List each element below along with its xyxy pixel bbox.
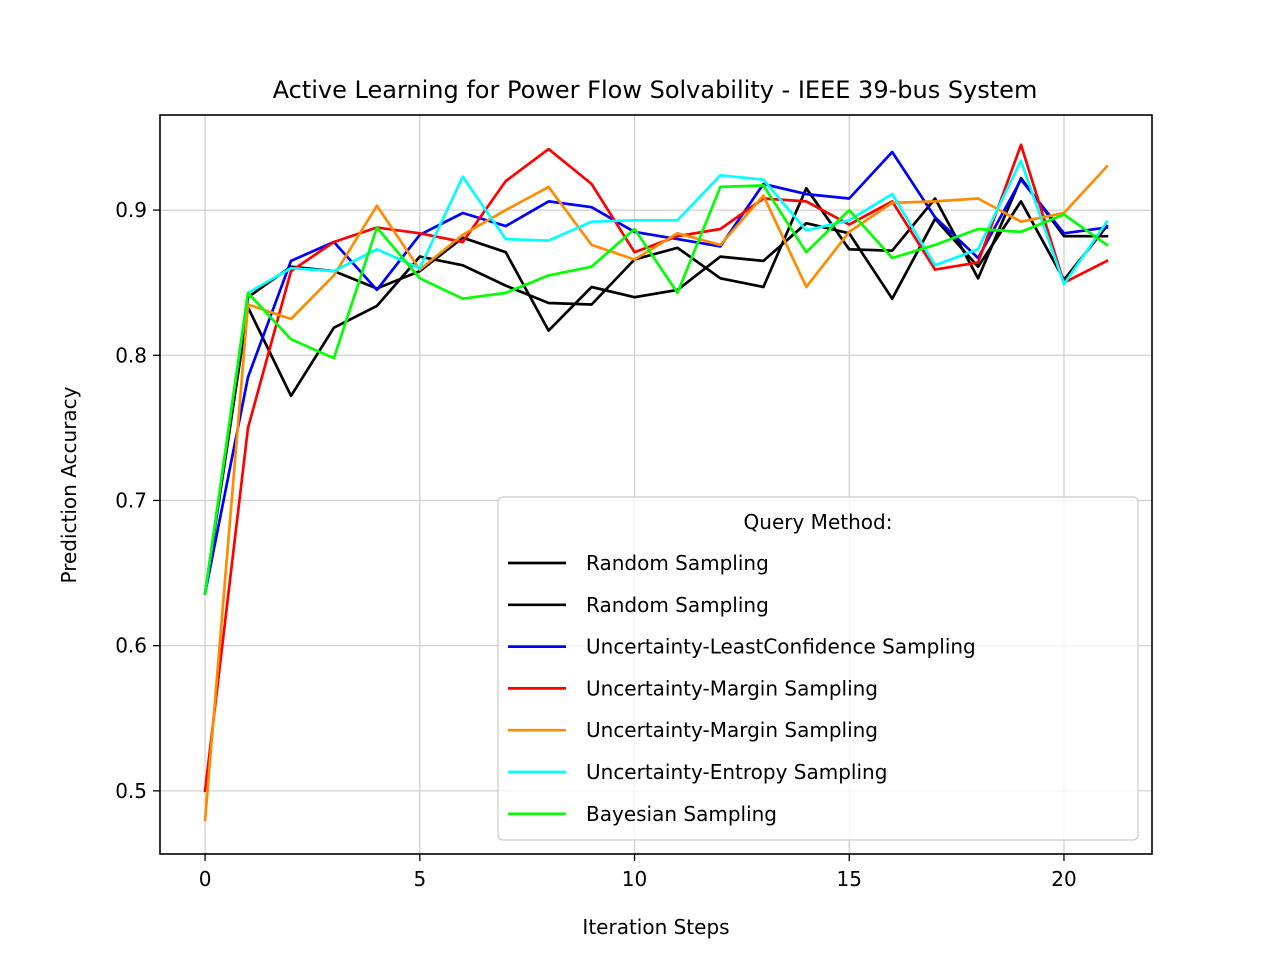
x-tick-label: 10 (622, 867, 647, 891)
series-line (203, 164, 1109, 822)
legend-label: Random Sampling (586, 593, 769, 617)
y-axis-label: Prediction Accuracy (57, 386, 81, 583)
y-tick-label: 0.5 (115, 779, 147, 803)
legend-label: Random Sampling (586, 551, 769, 575)
y-tick-label: 0.9 (115, 198, 147, 222)
x-axis-label: Iteration Steps (582, 915, 729, 939)
legend-box (497, 496, 1139, 841)
x-tick-label: 0 (199, 867, 212, 891)
legend-label: Uncertainty-Entropy Sampling (586, 760, 887, 784)
legend-label: Bayesian Sampling (586, 802, 777, 826)
legend-label: Uncertainty-Margin Sampling (586, 676, 878, 700)
legend-title: Query Method: (744, 510, 893, 534)
axis-ticks: 0 5 10 15 20 0.5 0.6 0.7 0.8 0.9 (115, 198, 1077, 891)
series-line (203, 184, 1109, 595)
series-line (203, 159, 1109, 595)
plot-frame (159, 114, 1153, 855)
series-line (203, 200, 1109, 595)
legend-label: Uncertainty-Margin Sampling (586, 718, 878, 742)
x-tick-label: 5 (413, 867, 426, 891)
chart-title: Active Learning for Power Flow Solvabili… (273, 76, 1038, 104)
y-tick-label: 0.7 (115, 488, 147, 512)
legend-entries: Random Sampling Random Sampling Uncertaint… (508, 551, 976, 826)
y-tick-label: 0.8 (115, 343, 147, 367)
y-tick-label: 0.6 (115, 634, 147, 658)
legend-label: Uncertainty-LeastConfidence Sampling (586, 635, 976, 659)
x-tick-label: 20 (1051, 867, 1076, 891)
series-lines (203, 143, 1109, 822)
series-line (203, 143, 1109, 793)
x-tick-label: 15 (837, 867, 862, 891)
